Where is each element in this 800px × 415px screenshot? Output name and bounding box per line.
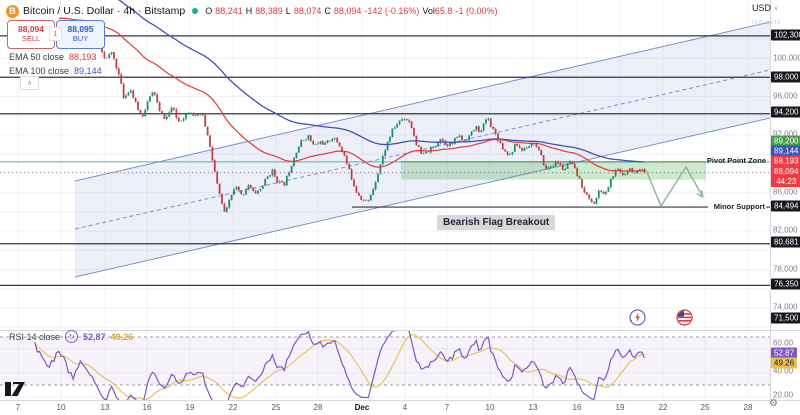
high-value: 88,389 <box>255 6 283 16</box>
price-axis-label: 82,000 <box>773 225 798 235</box>
volume-change-value: -1 (0.00%) <box>455 6 498 16</box>
time-axis-label: 16 <box>572 403 582 412</box>
price-axis-badge: 89,144 <box>771 145 800 157</box>
rsi-ma-value: 49,26 <box>110 331 134 342</box>
rsi-axis-label: 40.00 <box>773 366 794 376</box>
time-axis-label: 10 <box>485 403 495 412</box>
volume-label: Vol <box>422 6 435 16</box>
high-label: H <box>245 6 253 16</box>
buy-price: 88,095 <box>67 24 94 35</box>
low-label: L <box>285 6 291 16</box>
rsi-axis-label: 20.00 <box>773 390 794 400</box>
sell-button[interactable]: 88,094 SELL <box>7 20 55 49</box>
time-axis-label: 25 <box>700 403 710 412</box>
time-axis-label: 16 <box>142 403 152 412</box>
chevron-down-icon: ∨ <box>774 5 779 12</box>
open-value: 88,241 <box>215 6 243 16</box>
volume-value: 65.8 <box>434 6 453 16</box>
currency-selector[interactable]: USD ∨ <box>752 3 778 13</box>
ema100-value: 89,144 <box>74 66 102 76</box>
time-axis-label: 4 <box>402 403 408 412</box>
time-axis-label: Dec <box>354 403 370 412</box>
price-axis-badge: 94,200 <box>771 106 800 118</box>
price-axis-label: 92,000 <box>773 129 798 139</box>
usa-flag-icon[interactable] <box>676 309 693 326</box>
rsi-label: RSI 14 close <box>9 331 61 342</box>
rsi-axis-label: 60.00 <box>773 338 794 348</box>
time-axis-label: 25 <box>271 403 281 412</box>
axis-mode-toggles[interactable]: log auto <box>752 20 782 26</box>
tradingview-logo[interactable] <box>4 381 26 402</box>
price-axis-label: 86,000 <box>773 187 798 197</box>
open-label: O <box>205 6 213 16</box>
pivot-zone-annotation: Pivot Point Zone <box>706 156 766 165</box>
time-axis-label: 19 <box>185 403 195 412</box>
time-axis-label: 28 <box>313 403 323 412</box>
ema50-label: EMA 50 close <box>9 52 65 62</box>
sell-label: SELL <box>21 34 41 44</box>
price-axis-badge: 76,350 <box>771 278 800 290</box>
last-price: 88,094 <box>774 167 799 176</box>
price-axis-badge: 71,500 <box>771 312 800 324</box>
price-axis-badge: 89,200 <box>771 135 800 147</box>
spread-value: 1 <box>49 27 62 41</box>
time-axis-label: 7 <box>444 403 450 412</box>
buy-button[interactable]: 88,095 BUY <box>56 20 105 49</box>
symbol-header: B Bitcoin / U.S. Dollar · 4h · Bitstamp … <box>6 3 497 19</box>
minor-support-annotation: Minor Support <box>713 202 765 211</box>
rsi-axis-badge: 52.87 <box>771 347 798 359</box>
time-axis-label: 13 <box>528 403 538 412</box>
sell-price: 88,094 <box>18 24 44 35</box>
close-value: 88,094 <box>333 6 362 16</box>
time-axis-label: 13 <box>100 403 110 412</box>
price-axis-badge: 80,681 <box>771 236 800 248</box>
low-value: 88,074 <box>293 6 322 16</box>
ohlc-readout: O 88,241 H 88,389 L 88,074 C 88,094 -142 (-0… <box>205 6 497 16</box>
collapse-indicators-button[interactable]: ∧ <box>20 76 39 90</box>
ema50-legend[interactable]: EMA 50 close 88,193 <box>9 52 97 62</box>
ema50-value: 88,193 <box>69 52 97 62</box>
price-axis-badge: 102,300 <box>771 29 800 41</box>
price-axis-label: 96,000 <box>773 91 798 101</box>
rsi-value: 52,87 <box>83 331 106 342</box>
ema100-label: EMA 100 close <box>9 66 70 76</box>
price-axis-label: 100,000 <box>773 53 800 63</box>
ema100-legend[interactable]: EMA 100 close 89,144 <box>9 66 102 76</box>
rsi-axis-badge: 49.26 <box>771 357 798 369</box>
change-value: -142 (-0.16%) <box>364 6 420 16</box>
gear-icon[interactable]: ⚙ <box>769 398 778 409</box>
bar-countdown: 44:23 <box>776 176 797 186</box>
price-axis-badge: 98,000 <box>771 71 800 83</box>
bitcoin-logo-icon: B <box>6 4 19 18</box>
rsi-refresh-icon[interactable]: ↻ <box>65 330 79 343</box>
time-axis-label: 19 <box>615 403 625 412</box>
rsi-legend[interactable]: RSI 14 close ↻ 52,87 49,26 <box>9 330 133 343</box>
time-axis-label: 22 <box>658 403 668 412</box>
currency-label: USD <box>752 3 772 13</box>
time-axis-label: 10 <box>56 403 66 412</box>
time-axis-label: 7 <box>15 403 21 412</box>
time-axis-label: 28 <box>743 403 753 412</box>
time-axis-label: 22 <box>228 403 238 412</box>
price-axis-badge: 88,193 <box>771 155 800 167</box>
market-open-dot-icon <box>192 8 199 14</box>
last-price-badge: 88,094 44:23 <box>771 166 800 188</box>
symbol-title[interactable]: Bitcoin / U.S. Dollar · 4h · Bitstamp <box>23 5 186 17</box>
close-label: C <box>324 6 331 16</box>
flash-icon[interactable] <box>629 309 646 326</box>
price-axis-label: 78,000 <box>773 264 798 274</box>
price-axis-badge: 84,494 <box>771 200 800 212</box>
price-axis-label: 74,000 <box>773 302 798 312</box>
buy-label: BUY <box>72 34 89 44</box>
bearish-flag-annotation: Bearish Flag Breakout <box>437 215 556 230</box>
